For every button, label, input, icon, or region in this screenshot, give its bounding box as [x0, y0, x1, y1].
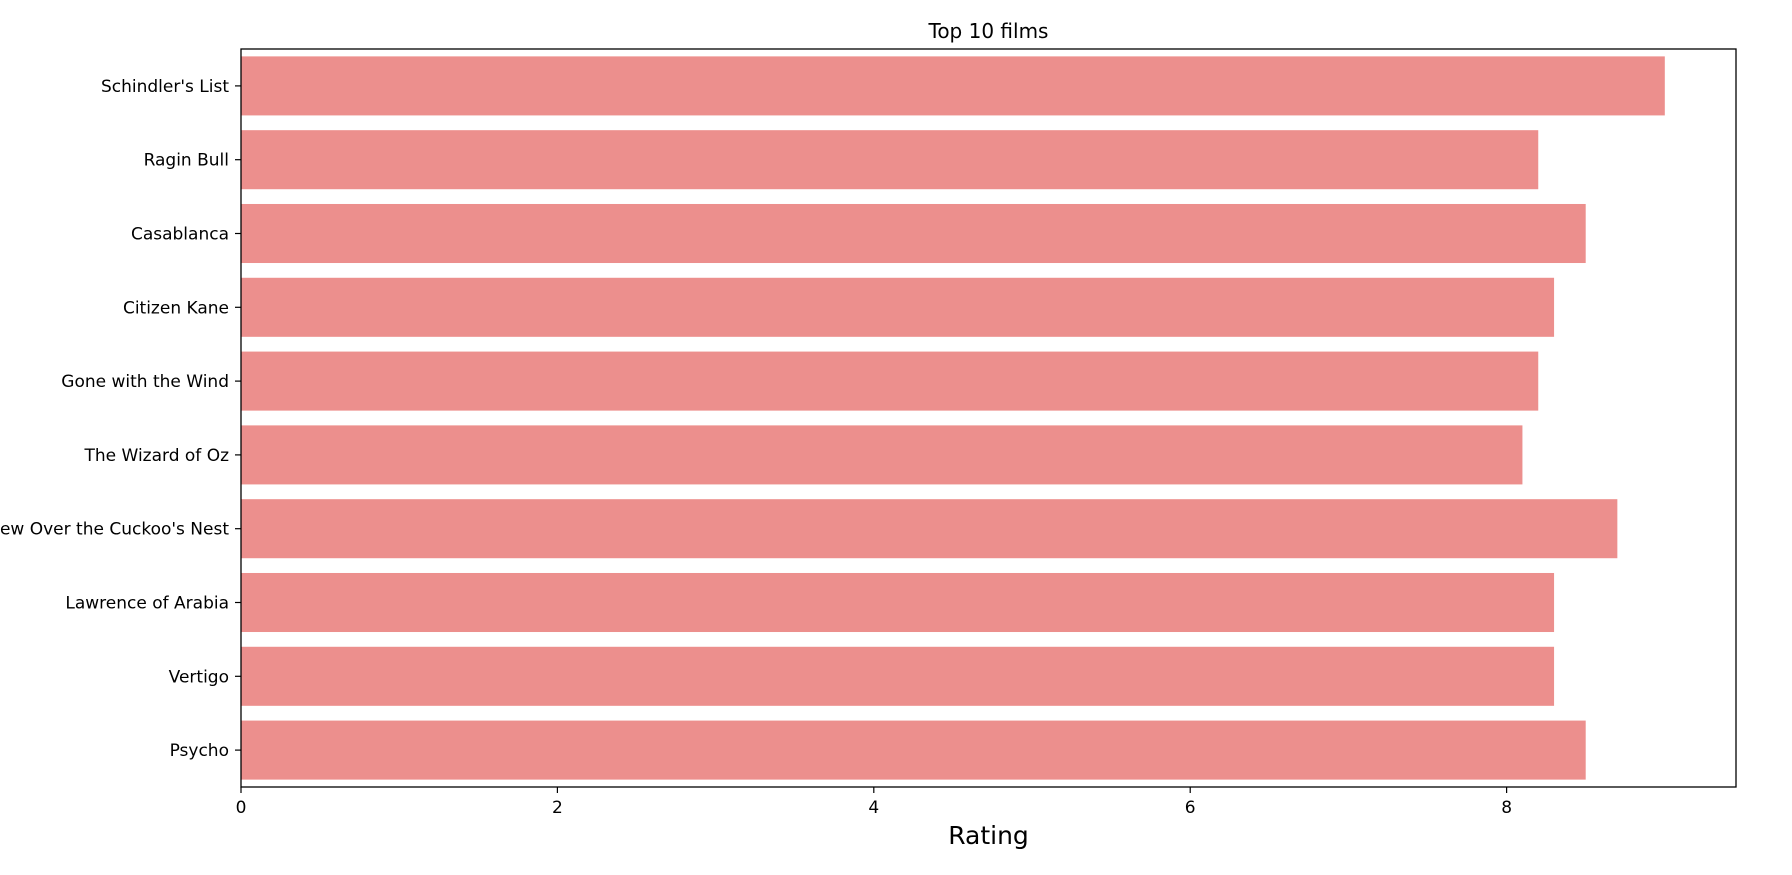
y-tick-label: Vertigo — [169, 667, 229, 687]
bar — [241, 277, 1555, 337]
bar — [241, 720, 1586, 780]
bar — [241, 646, 1555, 706]
x-tick-label: 0 — [236, 798, 247, 818]
y-tick-label: Citizen Kane — [123, 298, 229, 318]
y-tick-label: Casablanca — [131, 225, 229, 245]
x-tick-label: 6 — [1185, 798, 1196, 818]
bars-layer — [241, 56, 1665, 780]
bar — [241, 425, 1523, 485]
bar — [241, 203, 1586, 264]
y-tick-label: Schindler's List — [101, 77, 229, 97]
bar — [241, 56, 1665, 116]
x-tick-label: 8 — [1501, 798, 1512, 818]
y-tick-label: Lawrence of Arabia — [65, 594, 229, 614]
x-tick-label: 2 — [552, 798, 563, 818]
plot-frame — [240, 48, 1737, 788]
y-axis-ticks: Schindler's List Ragin Bull Casablanca Citi… — [0, 77, 241, 761]
chart-title: Top 10 films — [928, 19, 1049, 43]
y-tick-label: Ragin Bull — [144, 151, 229, 171]
y-tick-label: One Flew Over the Cuckoo's Nest — [0, 520, 229, 540]
bar — [241, 351, 1539, 411]
bar — [241, 572, 1555, 633]
y-tick-label: Gone with the Wind — [61, 372, 229, 392]
bar — [241, 499, 1618, 559]
y-tick-label: Psycho — [170, 741, 229, 761]
bar — [241, 130, 1539, 190]
x-axis-ticks: 0 2 4 6 8 — [236, 787, 1512, 818]
x-tick-label: 4 — [868, 798, 879, 818]
x-axis-label: Rating — [948, 821, 1029, 850]
y-tick-label: The Wizard of Oz — [84, 446, 230, 466]
